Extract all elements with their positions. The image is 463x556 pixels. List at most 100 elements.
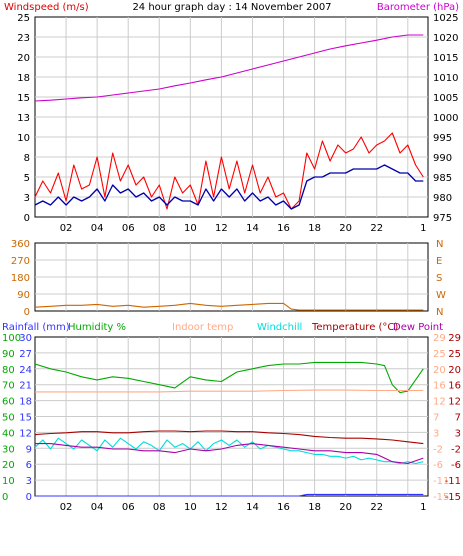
hour-tick-label: 10 (184, 223, 197, 234)
temperature-tick-label: 29 (448, 333, 461, 344)
hour-tick-label: 14 (246, 223, 259, 234)
humidity-tick-label: 0 (2, 492, 8, 503)
barometer-tick-label: 985 (433, 173, 452, 184)
windspeed-tick-label: 10 (17, 133, 30, 144)
hour-tick-label: 12 (215, 223, 228, 234)
indoor-temp-tick-label: -6 (433, 460, 443, 471)
hour-tick-label: 18 (308, 223, 321, 234)
temperature-line (34, 430, 424, 445)
rainfall-tick-label: 15 (19, 413, 32, 424)
hour-tick-label: 04 (91, 223, 104, 234)
windspeed-tick-label: 5 (24, 173, 30, 184)
indoor-temp-tick-label: -15 (433, 492, 449, 503)
hour-tick-label: 06 (122, 223, 135, 234)
humidity-tick-label: 70 (2, 381, 15, 392)
indoor-temp-tick-label: 12 (433, 397, 446, 408)
windspeed-tick-label: 18 (17, 73, 30, 84)
barometer-tick-label: 980 (433, 193, 452, 204)
temperature-tick-label: 7 (455, 413, 461, 424)
indoor-temp-tick-label: 3 (433, 428, 439, 439)
hour-tick-label: 08 (153, 502, 166, 513)
barometer-tick-label: 1000 (433, 113, 458, 124)
hour-tick-label: 22 (370, 223, 383, 234)
humidity-tick-label: 80 (2, 365, 15, 376)
hour-tick-label: 20 (339, 502, 352, 513)
indoor-temp-tick-label: 16 (433, 381, 446, 392)
legend-dew-point: Dew Point (393, 322, 443, 333)
barometer-tick-label: 1020 (433, 33, 458, 44)
compass-tick-label: N (436, 307, 443, 318)
humidity-tick-label: 30 (2, 444, 15, 455)
windspeed-tick-label: 20 (17, 53, 30, 64)
windspeed-tick-label: 0 (24, 213, 30, 224)
legend-indoor-temp: Indoor temp (172, 322, 233, 333)
hour-tick-label: 12 (215, 502, 228, 513)
barometer-tick-label: 1010 (433, 73, 458, 84)
windspeed-tick-label: 15 (17, 93, 30, 104)
direction-degrees-tick-label: 360 (11, 239, 30, 250)
direction-degrees-tick-label: 270 (11, 256, 30, 267)
compass-tick-label: E (436, 256, 442, 267)
temperature-tick-label: 25 (448, 349, 461, 360)
windspeed-tick-label: 25 (17, 13, 30, 24)
humidity-line (34, 361, 424, 394)
rainfall-tick-label: 9 (26, 444, 32, 455)
barometer-tick-label: 1025 (433, 13, 458, 24)
hour-tick-label: 18 (308, 502, 321, 513)
indoor-line (35, 389, 424, 393)
humidity-tick-label: 60 (2, 397, 15, 408)
temperature-tick-label: 16 (448, 381, 461, 392)
temperature-tick-label: -2 (451, 444, 461, 455)
windspeed-tick-label: 3 (24, 193, 30, 204)
hour-tick-label: 02 (60, 502, 73, 513)
compass-tick-label: W (436, 290, 446, 301)
rainfall-tick-label: 18 (19, 397, 32, 408)
wind-barometer-panel: 0358101315182023259759809859909951000100… (17, 13, 458, 234)
indoor-temp-tick-label: 25 (433, 349, 446, 360)
rainfall-line (35, 493, 424, 497)
humidity-tick-label: 100 (2, 333, 21, 344)
rainfall-tick-label: 0 (26, 492, 32, 503)
hour-tick-label: 10 (184, 502, 197, 513)
compass-tick-label: N (436, 239, 443, 250)
rainfall-tick-label: 12 (19, 428, 32, 439)
indoor-temp-tick-label: 29 (433, 333, 446, 344)
humidity-tick-label: 10 (2, 476, 15, 487)
rainfall-tick-label: 6 (26, 460, 32, 471)
barometer-tick-label: 1005 (433, 93, 458, 104)
indoor-temp-tick-label: 7 (433, 413, 439, 424)
temperature-tick-label: -11 (445, 476, 461, 487)
barometer-tick-label: 1015 (433, 53, 458, 64)
barometer-axis-label: Barometer (hPa) (377, 2, 459, 13)
temperature-tick-label: 12 (448, 397, 461, 408)
direction-degrees-tick-label: 0 (24, 307, 30, 318)
hour-tick-label: 08 (153, 223, 166, 234)
avgwind-line (34, 164, 424, 210)
windspeed-axis-label: Windspeed (m/s) (4, 2, 89, 13)
rainfall-tick-label: 3 (26, 476, 32, 487)
legend-humidity: Humidity % (68, 322, 126, 333)
compass-tick-label: S (436, 273, 442, 284)
humidity-tick-label: 20 (2, 460, 15, 471)
hour-tick-label: 1 (420, 502, 426, 513)
rainfall-tick-label: 24 (19, 365, 32, 376)
humidity-tick-label: 50 (2, 413, 15, 424)
temperature-tick-label: 3 (455, 428, 461, 439)
hour-tick-label: 16 (277, 502, 290, 513)
rainfall-tick-label: 30 (19, 333, 32, 344)
hour-tick-label: 02 (60, 223, 73, 234)
gust-line (34, 132, 424, 210)
indoor-temp-tick-label: -11 (433, 476, 449, 487)
hour-tick-label: 20 (339, 223, 352, 234)
windspeed-tick-label: 23 (17, 33, 30, 44)
hour-tick-label: 04 (91, 502, 104, 513)
barometer-tick-label: 975 (433, 213, 452, 224)
legend-rainfall: Rainfall (mm) (2, 322, 70, 333)
barometer-line (34, 34, 424, 102)
barometer-tick-label: 990 (433, 153, 452, 164)
temperature-tick-label: -15 (445, 492, 461, 503)
hour-tick-label: 16 (277, 223, 290, 234)
humidity-tick-label: 40 (2, 428, 15, 439)
temperature-humidity-panel: 0102030405060708090100036912151821242730… (2, 333, 461, 513)
